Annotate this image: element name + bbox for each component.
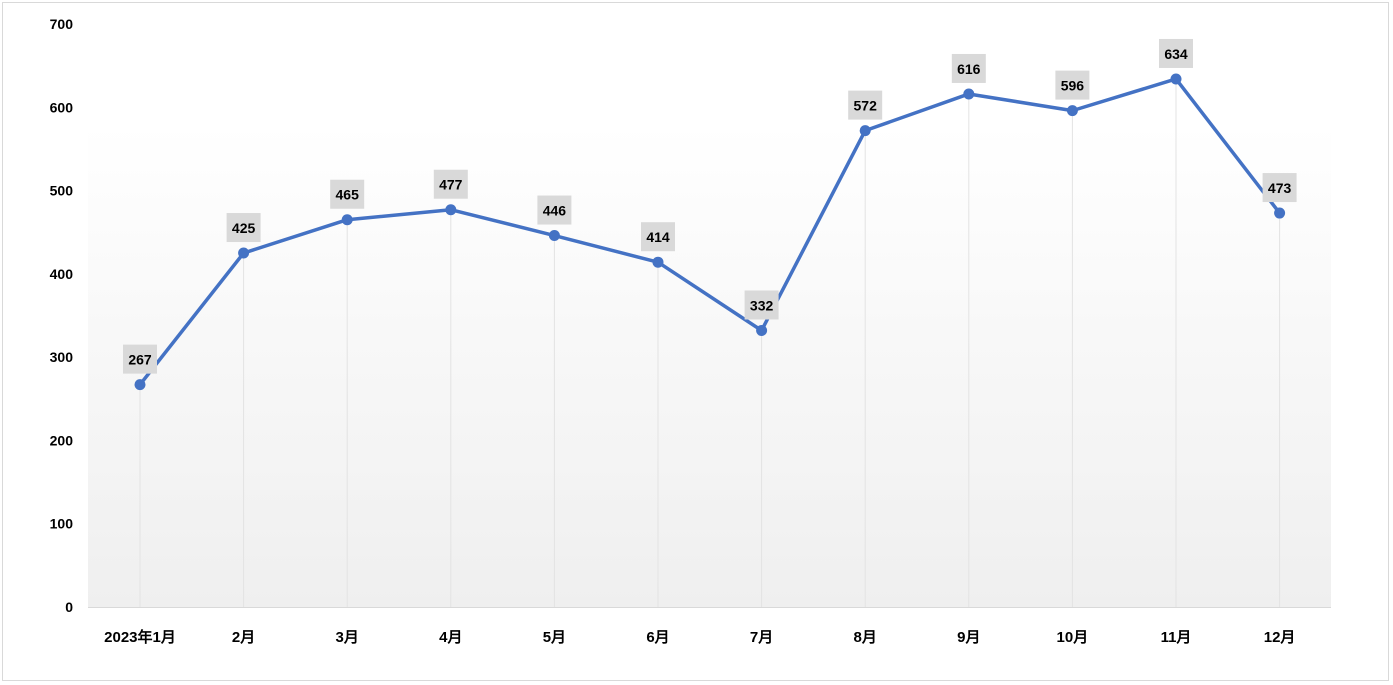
x-axis: 2023年1月 2月 3月 4月 5月 6月 7月 8月 9月 10月 11月 12月 (104, 628, 1295, 646)
x-tick-label: 5月 (543, 629, 566, 646)
data-point (652, 256, 664, 268)
data-label-box (123, 344, 157, 374)
data-labels: 267 425 465 477 446 414 332 572 616 596 634 473 (123, 38, 1297, 374)
y-tick-label: 300 (50, 349, 74, 365)
y-tick-label: 0 (65, 599, 73, 615)
x-tick-label: 3月 (336, 629, 359, 646)
data-label-box (433, 169, 468, 199)
data-label-box (1055, 70, 1090, 100)
x-tick-label: 6月 (646, 629, 669, 646)
x-tick-label: 7月 (750, 629, 773, 646)
y-tick-label: 700 (50, 16, 74, 32)
data-point (134, 379, 146, 391)
data-label-text: 446 (543, 203, 567, 219)
data-point (1066, 105, 1078, 117)
y-tick-label: 600 (50, 99, 74, 115)
series-line (138, 77, 1281, 386)
plot-area (88, 124, 1331, 607)
x-tick-label: 10月 (1057, 629, 1089, 646)
data-label-box (951, 53, 986, 83)
x-tick-label: 12月 (1264, 629, 1296, 646)
data-label-box (641, 222, 675, 252)
data-label-box (848, 90, 883, 120)
data-label-box (537, 195, 572, 225)
data-point (963, 88, 975, 100)
data-point (238, 247, 250, 259)
data-label: 425 (226, 213, 261, 243)
data-label: 465 (330, 179, 365, 209)
data-label-text: 616 (957, 61, 981, 77)
data-label: 414 (641, 222, 675, 252)
x-tick-label: 2月 (232, 629, 255, 646)
y-tick-label: 400 (50, 266, 74, 282)
y-axis: 0 100 200 300 400 500 600 700 (50, 16, 74, 615)
y-tick-label: 200 (50, 432, 74, 448)
data-label: 634 (1159, 38, 1193, 68)
data-label: 572 (848, 90, 883, 120)
x-tick-label: 9月 (957, 629, 980, 646)
data-label: 477 (433, 169, 468, 199)
data-label-text: 332 (750, 297, 774, 313)
data-label: 446 (537, 195, 572, 225)
data-label-text: 477 (439, 177, 463, 193)
data-points (134, 73, 1286, 391)
x-tick-label: 11月 (1161, 629, 1192, 646)
data-label: 332 (744, 290, 779, 320)
data-label-box (226, 213, 261, 243)
data-point (859, 125, 871, 137)
data-point (548, 230, 560, 242)
data-label: 473 (1262, 173, 1297, 203)
data-label-text: 267 (128, 352, 152, 368)
data-point (1170, 73, 1182, 85)
data-label-text: 414 (646, 229, 670, 245)
data-label-box (1262, 173, 1297, 203)
data-label-box (744, 290, 779, 320)
y-tick-label: 100 (50, 516, 74, 532)
data-label-text: 425 (232, 220, 256, 236)
data-point (341, 214, 353, 226)
data-label-text: 596 (1061, 78, 1085, 94)
data-point (1274, 207, 1286, 219)
data-label: 596 (1055, 70, 1090, 100)
data-label-box (330, 179, 365, 209)
drop-lines (139, 78, 1281, 607)
x-tick-label: 2023年1月 (104, 628, 176, 646)
data-label-text: 572 (854, 98, 878, 114)
data-label-box (1159, 38, 1193, 68)
y-tick-label: 500 (50, 183, 74, 199)
x-tick-label: 4月 (439, 629, 462, 646)
data-point (756, 324, 768, 336)
x-tick-label: 8月 (854, 629, 877, 646)
data-label: 616 (951, 53, 986, 83)
data-label-text: 473 (1268, 180, 1292, 196)
data-point (445, 204, 457, 216)
data-label-text: 465 (336, 187, 360, 203)
data-label: 267 (123, 344, 157, 374)
data-label-text: 634 (1164, 46, 1188, 62)
